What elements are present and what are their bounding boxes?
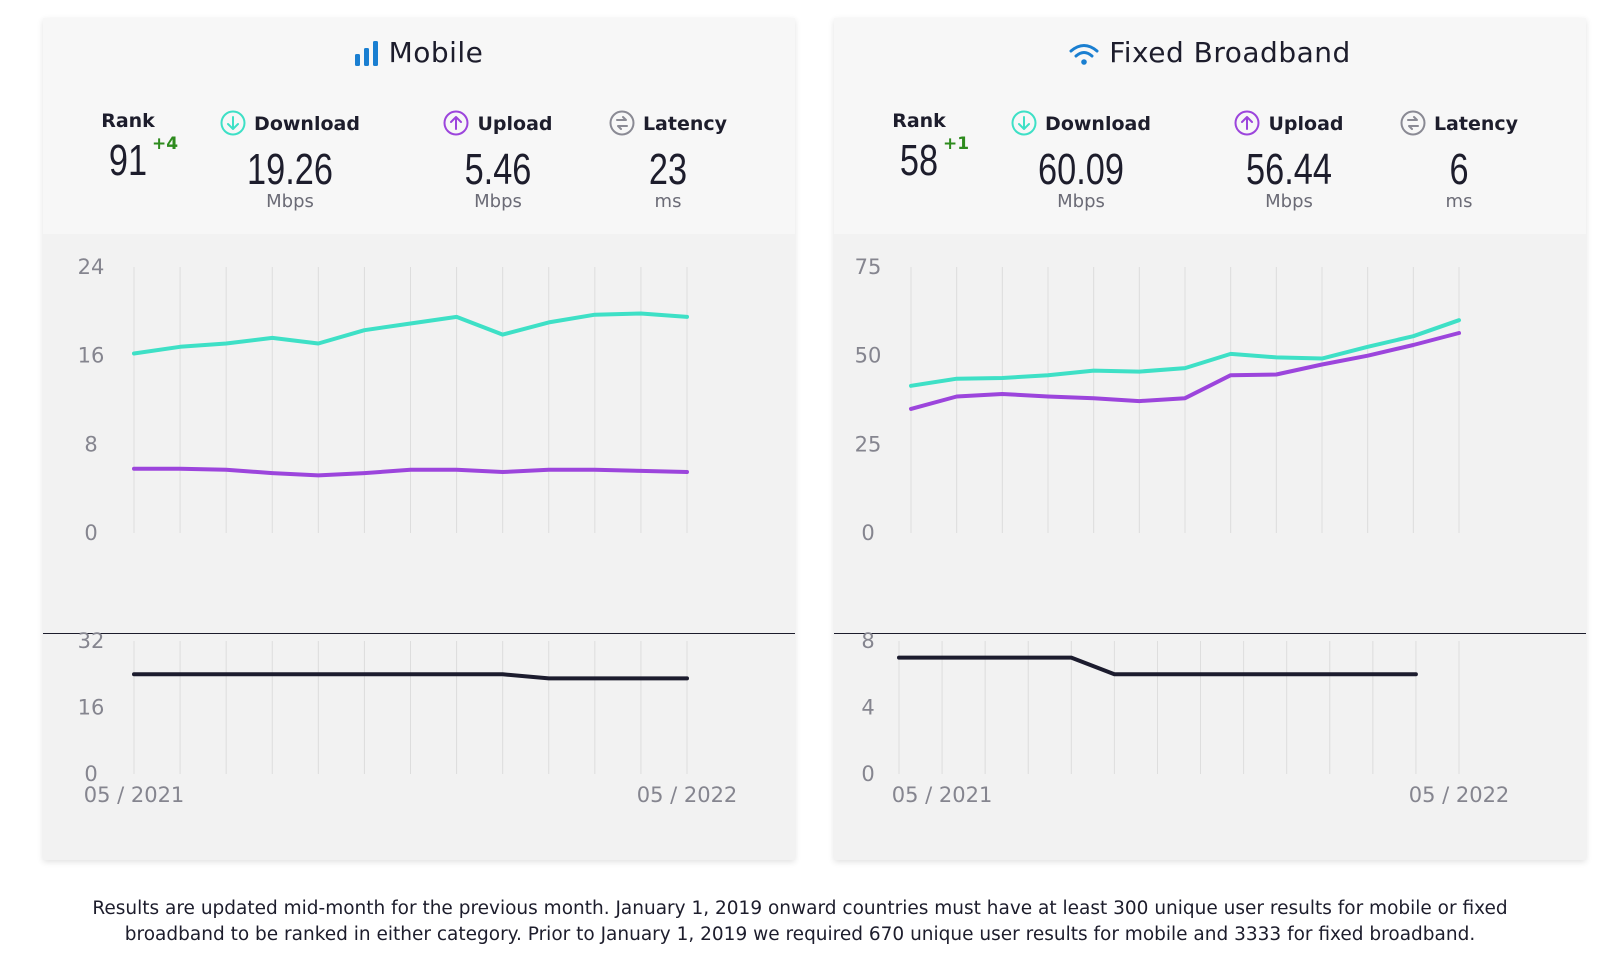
fixed-broadband-card: Fixed Broadband Rank 58 +1 Download 60.0…: [834, 18, 1586, 860]
download-value: 60.09: [1038, 145, 1124, 194]
mobile-upload-metric: Upload 5.46 Mbps: [413, 110, 583, 212]
latency-label: Latency: [1433, 113, 1519, 135]
download-unit: Mbps: [1057, 191, 1105, 212]
y-tick-label: 32: [78, 629, 105, 653]
fixed-title-text: Fixed Broadband: [1109, 36, 1351, 69]
rank-value: 58: [899, 136, 939, 185]
latency-value: 6: [1449, 145, 1469, 194]
footer-note: Results are updated mid-month for the pr…: [40, 896, 1560, 948]
y-tick-label: 24: [78, 255, 105, 279]
download-unit: Mbps: [266, 191, 314, 212]
fixed-upload-metric: Upload 56.44 Mbps: [1204, 110, 1374, 212]
chart-divider: [834, 633, 1586, 634]
upload-unit: Mbps: [1265, 191, 1313, 212]
latency-unit: ms: [1445, 191, 1473, 212]
wifi-icon: [1069, 40, 1099, 73]
rank-change-badge: +4: [152, 134, 179, 154]
fixed-latency-metric: Latency 6 ms: [1374, 110, 1544, 212]
fixed-speed-chart: 0 25 50 75: [855, 255, 1461, 545]
rank-change-badge: +1: [943, 134, 970, 154]
y-tick-label: 50: [855, 344, 882, 368]
latency-unit: ms: [654, 191, 682, 212]
mobile-card: Mobile Rank 91 +4 Download 19.26 Mbps: [43, 18, 795, 860]
fixed-title: Fixed Broadband: [834, 36, 1586, 73]
y-tick-label: 8: [84, 432, 97, 456]
rank-value: 91: [108, 136, 148, 185]
download-value: 19.26: [247, 145, 333, 194]
download-label: Download: [254, 113, 360, 135]
download-label: Download: [1045, 113, 1151, 135]
y-tick-label: 16: [78, 696, 105, 720]
mobile-latency-chart: 0 16 32 05 / 2021 05 / 2022: [78, 629, 738, 807]
chart-divider: [43, 633, 795, 634]
latency-icon: [609, 110, 635, 141]
y-tick-label: 25: [855, 432, 882, 456]
download-arrow-icon: [1011, 110, 1037, 141]
mobile-latency-metric: Latency 23 ms: [583, 110, 753, 212]
upload-value: 5.46: [464, 145, 532, 194]
upload-series-line: [132, 466, 689, 478]
x-tick-label: 05 / 2021: [892, 783, 993, 807]
y-tick-label: 75: [855, 255, 882, 279]
mobile-speed-chart: 0 8 16 24: [78, 255, 689, 545]
y-tick-label: 4: [861, 696, 874, 720]
mobile-title: Mobile: [43, 36, 795, 73]
y-tick-label: 0: [861, 762, 874, 786]
y-tick-label: 16: [78, 344, 105, 368]
footer-line-1: Results are updated mid-month for the pr…: [92, 898, 1508, 919]
x-tick-label: 05 / 2022: [637, 783, 738, 807]
y-tick-label: 0: [84, 762, 97, 786]
upload-arrow-icon: [1234, 110, 1260, 141]
upload-arrow-icon: [443, 110, 469, 141]
rank-label: Rank: [892, 110, 946, 132]
fixed-card-header: Fixed Broadband Rank 58 +1 Download 60.0…: [834, 18, 1586, 234]
download-series-line: [909, 318, 1461, 388]
mobile-card-header: Mobile Rank 91 +4 Download 19.26 Mbps: [43, 18, 795, 234]
x-tick-label: 05 / 2021: [84, 783, 185, 807]
footer-line-2: broadband to be ranked in either categor…: [124, 924, 1476, 945]
fixed-rank-metric: Rank 58: [834, 110, 1004, 186]
mobile-title-text: Mobile: [388, 36, 484, 69]
y-tick-label: 8: [861, 629, 874, 653]
upload-value: 56.44: [1246, 145, 1332, 194]
y-tick-label: 0: [84, 521, 97, 545]
rank-label: Rank: [101, 110, 155, 132]
upload-label: Upload: [477, 113, 553, 135]
latency-value: 23: [648, 145, 688, 194]
signal-bars-icon: [354, 40, 379, 73]
download-arrow-icon: [220, 110, 246, 141]
x-tick-label: 05 / 2022: [1409, 783, 1510, 807]
download-series-line: [132, 311, 689, 356]
y-tick-label: 0: [861, 521, 874, 545]
fixed-download-metric: Download 60.09 Mbps: [996, 110, 1166, 212]
upload-label: Upload: [1268, 113, 1344, 135]
latency-series-line: [132, 672, 689, 681]
upload-series-line: [909, 331, 1461, 411]
latency-icon: [1400, 110, 1426, 141]
mobile-rank-metric: Rank 91: [43, 110, 213, 186]
mobile-download-metric: Download 19.26 Mbps: [205, 110, 375, 212]
fixed-latency-chart: 0 4 8 05 / 2021 05 / 2022: [861, 629, 1510, 807]
latency-label: Latency: [642, 113, 728, 135]
upload-unit: Mbps: [474, 191, 522, 212]
latency-series-line: [897, 655, 1418, 677]
